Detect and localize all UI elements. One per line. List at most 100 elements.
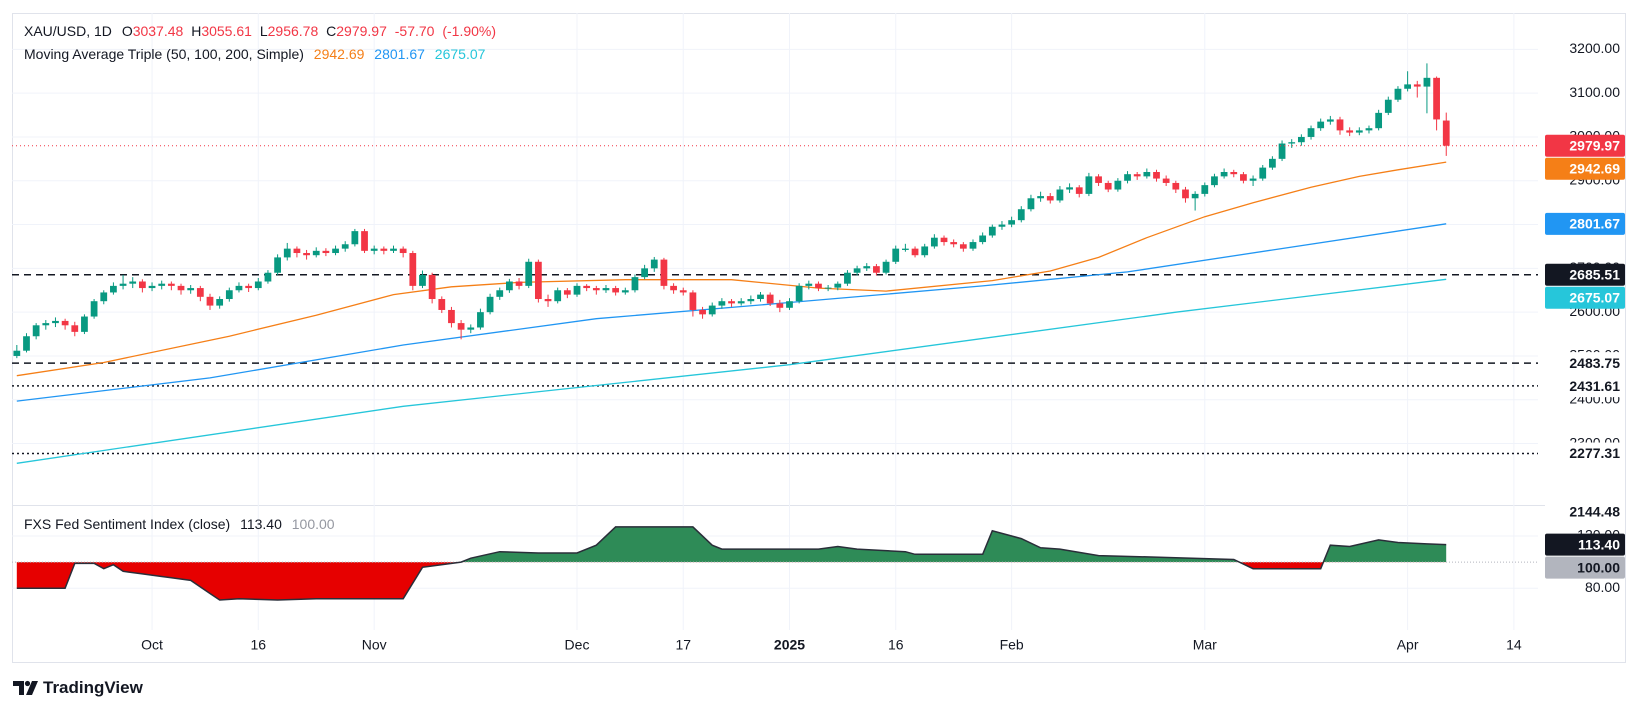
ma-title: Moving Average Triple (50, 100, 200, Sim…: [24, 46, 304, 62]
high-value: 3055.61: [201, 23, 252, 39]
candle-body: [409, 253, 417, 286]
candle-body: [554, 290, 562, 302]
candle-body: [506, 281, 513, 291]
price-badge: [1545, 375, 1625, 398]
candle-body: [42, 323, 50, 326]
indicator-legend: FXS Fed Sentiment Index (close) 113.40 1…: [24, 516, 335, 532]
candle-body: [1269, 158, 1276, 168]
x-tick-label: 17: [675, 637, 691, 653]
indicator-pane: [12, 526, 1538, 601]
candle-body: [1346, 130, 1354, 133]
candle-body: [496, 290, 504, 297]
candle-body: [728, 301, 735, 304]
price-badge-label: 2685.51: [1569, 266, 1620, 282]
candle-body: [1259, 167, 1267, 179]
candle-body: [805, 283, 813, 286]
candle-body: [1394, 88, 1402, 100]
candle-body: [592, 288, 600, 291]
price-badge-label: 100.00: [1577, 559, 1620, 575]
candle-body: [1008, 220, 1016, 225]
candle-body: [303, 253, 310, 256]
candle-body: [737, 301, 745, 304]
candle-body: [380, 248, 388, 251]
x-tick-label: Feb: [1000, 637, 1024, 653]
candle-body: [1288, 142, 1296, 144]
candle-body: [61, 320, 69, 326]
price-badge: [1545, 500, 1625, 523]
candle-body: [1365, 128, 1373, 131]
price-badge-label: 2144.48: [1569, 503, 1620, 519]
candle-body: [119, 283, 127, 286]
candle-body: [467, 327, 475, 330]
candle-body: [1046, 196, 1054, 201]
ma-value: 2675.07: [435, 46, 486, 62]
candle-body: [52, 320, 59, 324]
indicator-line: [16, 526, 1447, 601]
candle-body: [477, 312, 484, 328]
ohlc-label: H: [191, 23, 201, 39]
logo-icon: [24, 680, 31, 687]
candle-body: [370, 248, 378, 251]
indicator-title: FXS Fed Sentiment Index (close): [24, 516, 230, 532]
candle-body: [902, 248, 909, 250]
candle-body: [312, 250, 320, 256]
candle-body: [795, 285, 803, 302]
ohlc-label: C: [326, 23, 336, 39]
candle-body: [766, 294, 774, 304]
logo-icon: [26, 681, 38, 695]
candle-body: [979, 235, 987, 243]
candle-body: [206, 296, 214, 306]
candle-body: [448, 309, 455, 324]
candle-body: [1143, 171, 1151, 177]
candle-body: [1191, 193, 1199, 199]
candle-body: [110, 285, 117, 293]
price-badge-label: 2979.97: [1569, 137, 1620, 153]
y-tick-label: 3100.00: [1569, 84, 1620, 100]
candle-body: [747, 299, 755, 302]
price-badge: [1545, 442, 1625, 465]
candle-body: [1317, 121, 1325, 129]
candle-body: [940, 237, 948, 243]
candle-body: [341, 244, 349, 249]
candle-body: [1211, 176, 1218, 186]
candle-body: [235, 285, 243, 291]
ma-value: 2942.69: [314, 46, 365, 62]
x-tick-label: 16: [888, 637, 904, 653]
price-badge: [1545, 157, 1625, 180]
candle-body: [177, 285, 185, 291]
candle-body: [1133, 174, 1141, 177]
candle-body: [1336, 119, 1344, 131]
candle-body: [679, 290, 687, 293]
candle-body: [81, 316, 88, 332]
candle-body: [621, 290, 629, 293]
candle-body: [882, 261, 890, 273]
candle-body: [573, 285, 581, 295]
candle-body: [757, 294, 764, 300]
candle-body: [283, 248, 291, 258]
x-tick-label: Dec: [565, 637, 590, 653]
price-badge-label: 2431.61: [1569, 378, 1620, 394]
candle-body: [834, 283, 842, 288]
candle-body: [1404, 84, 1411, 89]
price-badge: [1545, 212, 1625, 235]
indicator-value: 113.40: [240, 516, 282, 532]
close-value: 2979.97: [336, 23, 387, 39]
candle-body: [1124, 174, 1131, 181]
candle-body: [216, 299, 224, 306]
candle-body: [708, 305, 716, 315]
candle-body: [1375, 112, 1383, 129]
low-value: 2956.78: [268, 23, 319, 39]
candle-body: [399, 248, 407, 254]
candle-body: [1240, 174, 1247, 181]
candle-body: [641, 268, 648, 278]
candle-body: [1017, 209, 1025, 221]
x-tick-label: 2025: [774, 637, 805, 653]
candle-body: [274, 257, 281, 273]
candle-body: [428, 274, 436, 300]
candle-body: [515, 281, 523, 286]
candle-body: [1423, 77, 1431, 87]
candle-body: [419, 274, 426, 286]
open-value: 3037.48: [133, 23, 184, 39]
candle-body: [196, 288, 204, 297]
candle-body: [892, 248, 900, 262]
